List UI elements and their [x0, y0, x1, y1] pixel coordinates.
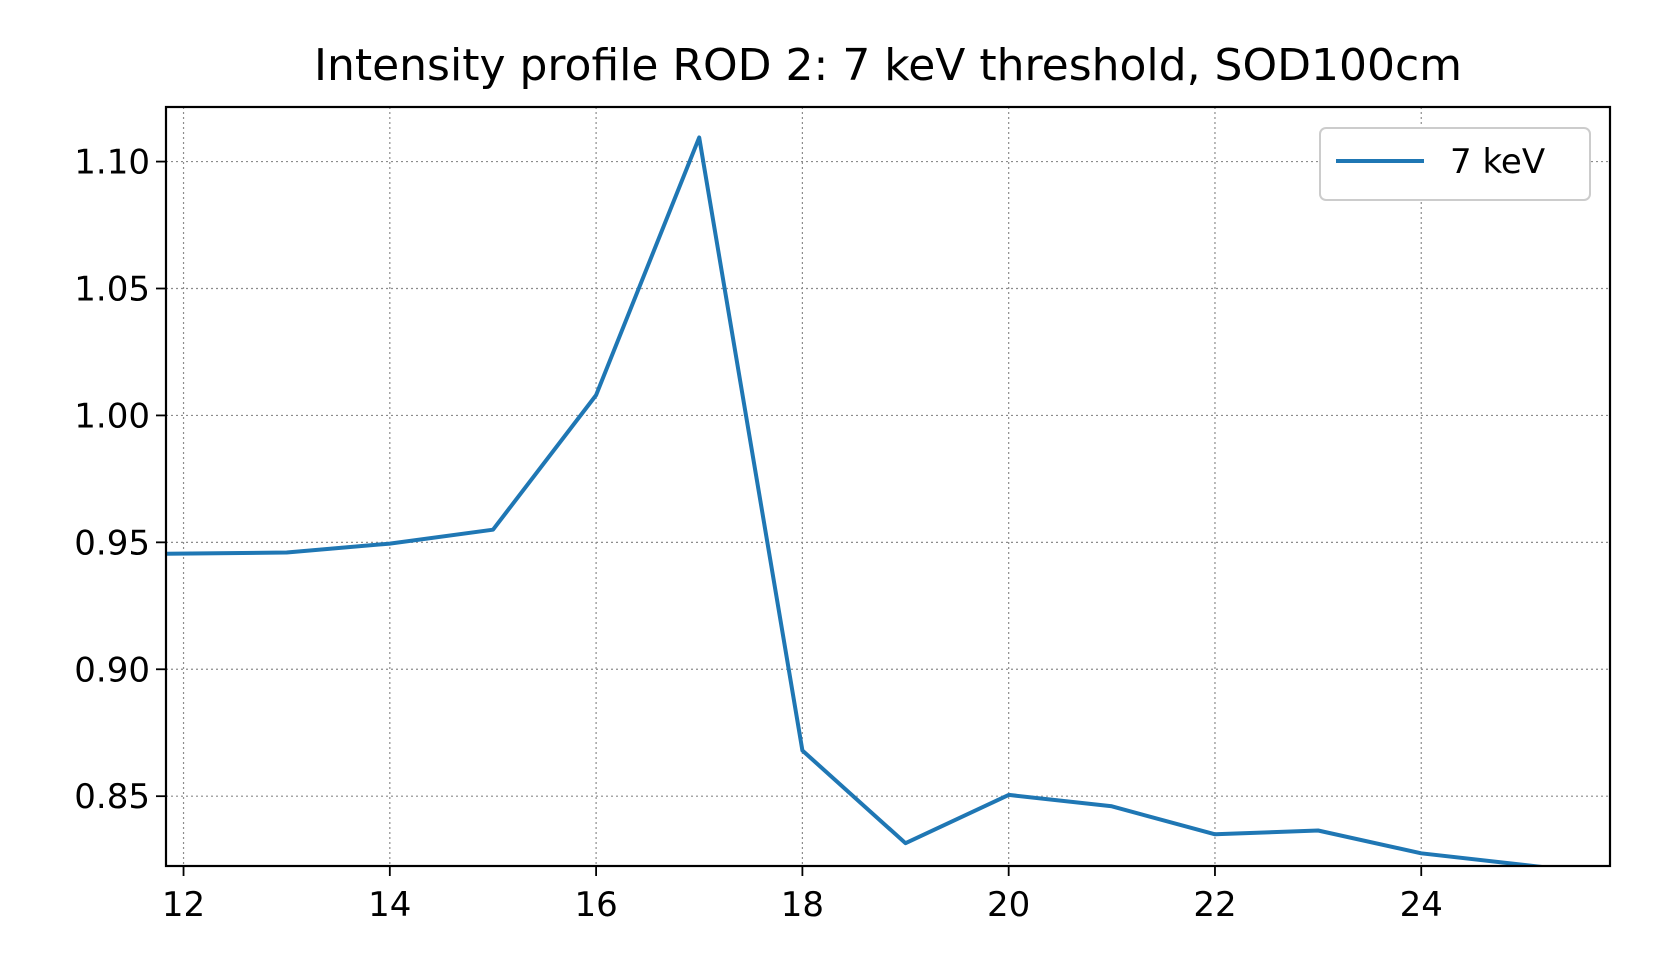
y-tick-label: 1.00 — [74, 396, 150, 436]
series-line-7kev — [166, 135, 1546, 866]
grid — [166, 107, 1610, 866]
y-tick-label: 1.10 — [74, 143, 150, 183]
x-tick-label: 18 — [781, 885, 824, 925]
x-tick-label: 16 — [574, 885, 617, 925]
ticks: 12 14 16 18 20 22 24 0.85 0.90 0.95 1.00 1.05 1.10 — [74, 143, 1443, 925]
y-tick-label: 1.05 — [74, 270, 150, 310]
chart-title: Intensity profile ROD 2: 7 keV threshold… — [314, 40, 1462, 91]
x-tick-label: 24 — [1400, 885, 1443, 925]
y-tick-label: 0.90 — [74, 650, 150, 690]
plot-frame — [164, 105, 1612, 868]
y-tick-label: 0.95 — [74, 523, 150, 563]
x-tick-label: 20 — [987, 885, 1030, 925]
series-layer — [166, 135, 1546, 866]
x-tick-label: 22 — [1193, 885, 1236, 925]
x-tick-label: 12 — [162, 885, 205, 925]
legend: 7 keV — [1319, 127, 1591, 201]
y-tick-label: 0.85 — [74, 777, 150, 817]
x-tick-label: 14 — [368, 885, 411, 925]
legend-box — [1319, 127, 1591, 201]
plot-background — [166, 107, 1610, 866]
legend-label: 7 keV — [1450, 142, 1545, 182]
